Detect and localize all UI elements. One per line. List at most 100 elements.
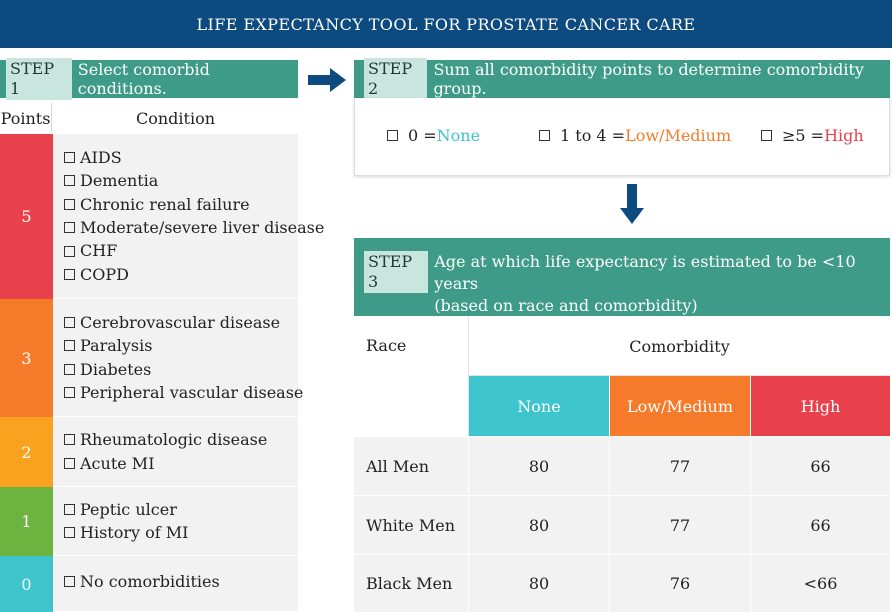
checkbox-icon[interactable]: [64, 363, 75, 375]
condition-item[interactable]: Acute MI: [64, 452, 298, 475]
condition-item[interactable]: Cerebrovascular disease: [64, 311, 298, 334]
condition-group-2: Rheumatologic disease Acute MI: [53, 417, 298, 487]
checkbox-icon[interactable]: [64, 222, 75, 234]
option-high[interactable]: ≥5 = High: [761, 126, 864, 145]
value-cell: <66: [751, 555, 890, 612]
step2-options: 0 = None 1 to 4 = Low/Medium ≥5 = High: [354, 98, 890, 176]
value-cell: 80: [469, 496, 609, 554]
condition-item[interactable]: COPD: [64, 263, 298, 286]
condition-label: Cerebrovascular disease: [80, 312, 281, 332]
condition-item[interactable]: Rheumatologic disease: [64, 428, 298, 451]
option-low-medium-label: Low/Medium: [625, 126, 732, 145]
condition-group-0: No comorbidities: [53, 556, 298, 612]
step1-header: STEP 1 Select comorbid conditions.: [0, 58, 298, 100]
step2-tag: STEP 2: [364, 58, 428, 100]
condition-label: Paralysis: [80, 336, 153, 356]
condition-label: Moderate/severe liver disease: [80, 218, 325, 237]
condition-column-header: Condition: [135, 108, 216, 128]
checkbox-icon[interactable]: [64, 269, 75, 281]
option-high-label: High: [824, 126, 864, 145]
arrow-down-icon: [620, 184, 644, 224]
checkbox-icon[interactable]: [64, 527, 75, 539]
points-2: 2: [0, 417, 53, 487]
value-cell: 80: [469, 437, 609, 495]
option-high-prefix: ≥5 =: [782, 126, 825, 145]
column-high: High: [751, 376, 890, 436]
value-cell: 66: [751, 437, 890, 495]
condition-label: Rheumatologic disease: [80, 430, 268, 450]
points-1: 1: [0, 487, 53, 556]
condition-item[interactable]: AIDS: [64, 146, 298, 169]
condition-item[interactable]: CHF: [64, 239, 298, 262]
option-none-label: None: [436, 126, 481, 145]
value-cell: 76: [610, 555, 750, 612]
condition-label: AIDS: [80, 147, 122, 167]
value-cell: 66: [751, 496, 890, 554]
condition-item[interactable]: Paralysis: [64, 334, 298, 357]
checkbox-icon[interactable]: [64, 151, 75, 163]
condition-group-1: Peptic ulcer History of MI: [53, 487, 298, 556]
step3-text: Age at which life expectancy is estimate…: [434, 251, 880, 317]
checkbox-icon[interactable]: [761, 130, 772, 141]
checkbox-icon[interactable]: [64, 316, 75, 328]
step2-header: STEP 2 Sum all comorbidity points to det…: [354, 58, 890, 100]
condition-item[interactable]: Diabetes: [64, 358, 298, 381]
condition-item[interactable]: Moderate/severe liver disease: [64, 216, 324, 239]
condition-label: Peripheral vascular disease: [80, 382, 304, 402]
option-none[interactable]: 0 = None: [387, 126, 480, 145]
comorbidity-column-header: Comorbidity: [469, 316, 890, 376]
checkbox-icon[interactable]: [64, 387, 75, 399]
divider: [469, 375, 890, 376]
column-low-medium: Low/Medium: [610, 376, 750, 436]
condition-label: Diabetes: [80, 359, 152, 379]
checkbox-icon[interactable]: [64, 340, 75, 352]
step3-text-line2: (based on race and comorbidity): [434, 296, 698, 315]
points-3: 3: [0, 299, 53, 417]
option-none-prefix: 0 =: [408, 126, 437, 145]
checkbox-icon[interactable]: [64, 576, 75, 588]
condition-label: Acute MI: [80, 453, 155, 473]
condition-label: CHF: [80, 241, 118, 261]
page-title: LIFE EXPECTANCY TOOL FOR PROSTATE CANCER…: [0, 0, 892, 48]
condition-item[interactable]: Peptic ulcer: [64, 498, 298, 521]
condition-label: Peptic ulcer: [80, 499, 177, 519]
checkbox-icon[interactable]: [64, 245, 75, 257]
condition-label: No comorbidities: [80, 572, 220, 591]
checkbox-icon[interactable]: [64, 175, 75, 187]
condition-group-3: Cerebrovascular disease Paralysis Diabet…: [53, 299, 303, 417]
value-cell: 77: [610, 496, 750, 554]
condition-item[interactable]: Peripheral vascular disease: [64, 381, 303, 404]
checkbox-icon[interactable]: [539, 130, 550, 141]
value-cell: 80: [469, 555, 609, 612]
checkbox-icon[interactable]: [64, 457, 75, 469]
step3-tag: STEP 3: [364, 251, 429, 293]
row-white-men: White Men: [354, 496, 468, 554]
step1-text: Select comorbid conditions.: [77, 60, 210, 98]
step3-text-line1: Age at which life expectancy is estimate…: [434, 252, 856, 293]
condition-item[interactable]: Chronic renal failure: [64, 193, 298, 216]
option-low-medium-prefix: 1 to 4 =: [560, 126, 626, 145]
step2-text: Sum all comorbidity points to determine …: [433, 60, 864, 98]
points-0: 0: [0, 556, 53, 612]
value-cell: 77: [610, 437, 750, 495]
row-all-men: All Men: [354, 437, 468, 495]
race-header-spacer: [354, 376, 468, 436]
condition-label: Chronic renal failure: [80, 194, 250, 214]
condition-item[interactable]: Dementia: [64, 169, 298, 192]
condition-item[interactable]: History of MI: [64, 521, 298, 544]
condition-label: History of MI: [80, 523, 189, 542]
checkbox-icon[interactable]: [387, 130, 398, 141]
condition-label: COPD: [80, 264, 129, 284]
column-none: None: [469, 376, 609, 436]
option-low-medium[interactable]: 1 to 4 = Low/Medium: [539, 126, 731, 145]
condition-item[interactable]: No comorbidities: [64, 570, 298, 593]
points-5: 5: [0, 134, 53, 299]
step1-tag: STEP 1: [6, 58, 72, 100]
race-column-header: Race: [354, 316, 468, 376]
checkbox-icon[interactable]: [64, 503, 75, 515]
divider: [468, 316, 469, 437]
step3-header: STEP 3 Age at which life expectancy is e…: [354, 238, 890, 316]
checkbox-icon[interactable]: [64, 198, 75, 210]
checkbox-icon[interactable]: [64, 434, 75, 446]
row-black-men: Black Men: [354, 555, 468, 612]
